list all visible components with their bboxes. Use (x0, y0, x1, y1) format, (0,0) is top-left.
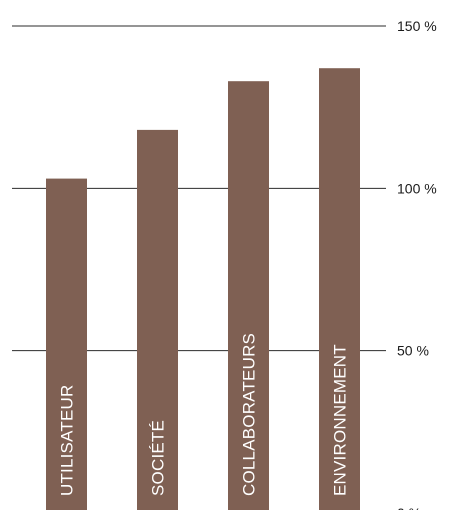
bar (228, 81, 269, 510)
y-tick-label: 150 % (397, 18, 437, 34)
y-tick-labels: 0 % 50 % 100 % 150 % (397, 18, 437, 510)
y-tick-label: 0 % (397, 505, 421, 510)
category-label: COLLABORATEURS (240, 333, 259, 496)
y-tick-label: 100 % (397, 180, 437, 196)
category-label: UTILISATEUR (58, 385, 77, 496)
bars: UTILISATEUR SOCIÉTÉ COLLABORATEURS ENVIRONN… (46, 68, 360, 510)
category-label: SOCIÉTÉ (149, 420, 168, 496)
bar (137, 129, 178, 510)
bar (46, 178, 87, 510)
category-label: ENVIRONNEMENT (331, 344, 350, 496)
y-tick-label: 50 % (397, 343, 429, 359)
bar (319, 68, 360, 510)
